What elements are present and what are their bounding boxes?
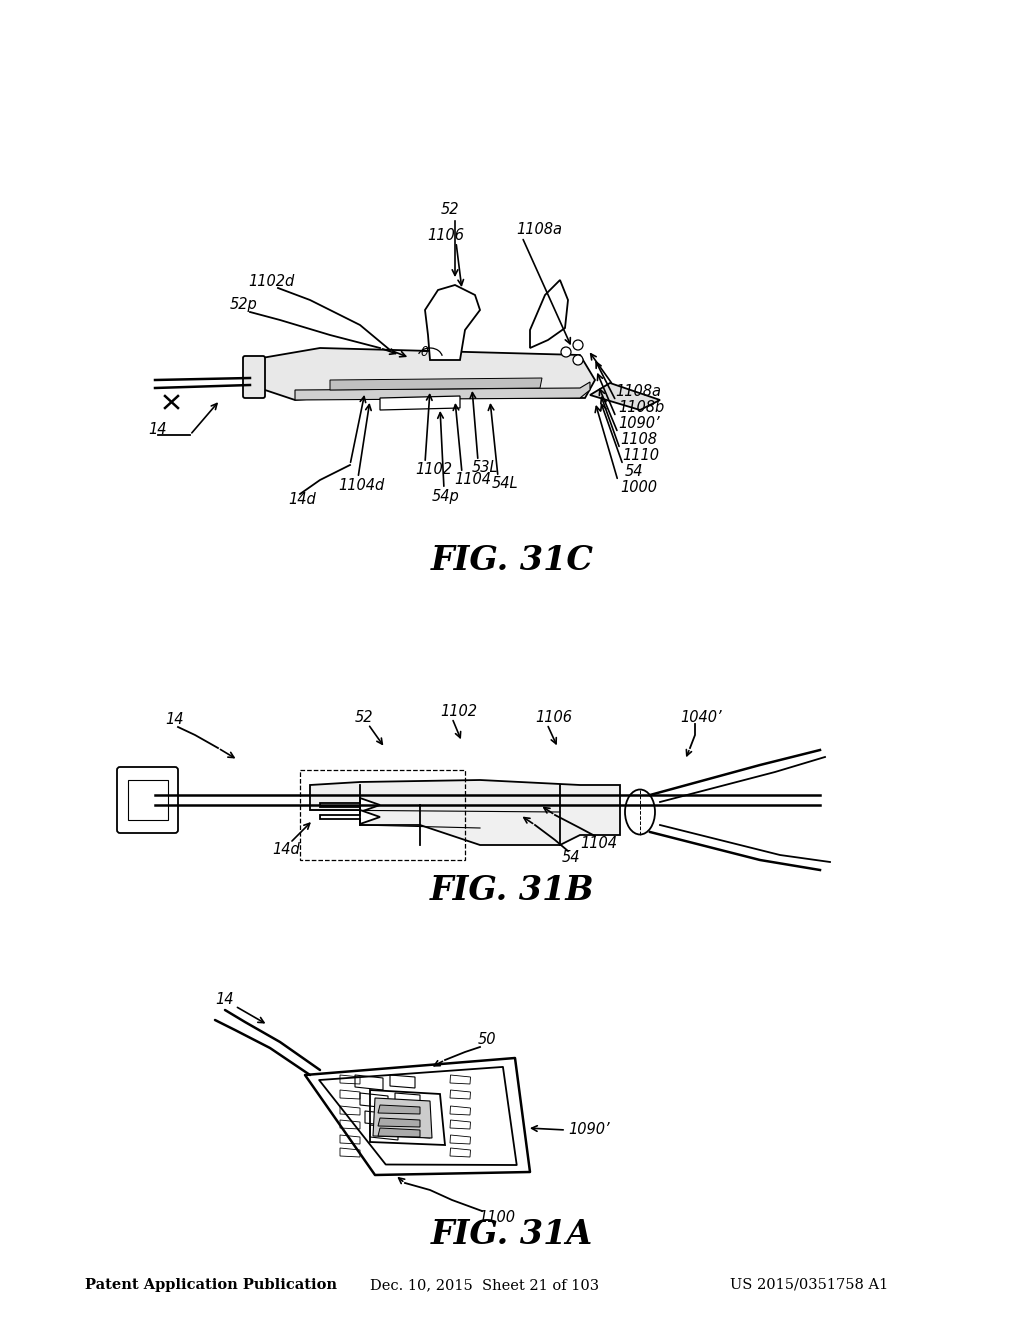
Text: 1040’: 1040’	[680, 710, 722, 726]
Text: FIG. 31C: FIG. 31C	[430, 544, 594, 577]
Text: 1104: 1104	[580, 836, 617, 850]
Polygon shape	[378, 1129, 420, 1137]
Polygon shape	[319, 799, 380, 812]
Polygon shape	[330, 378, 542, 389]
Circle shape	[561, 347, 571, 356]
Text: 14: 14	[215, 993, 233, 1007]
Text: 50: 50	[478, 1032, 497, 1048]
Text: 52: 52	[440, 202, 459, 218]
Ellipse shape	[625, 789, 655, 834]
Bar	[300, 770, 465, 861]
Text: 1102: 1102	[440, 705, 477, 719]
Text: $\theta$: $\theta$	[420, 345, 430, 359]
Text: 14d: 14d	[272, 842, 300, 858]
Text: 1108a: 1108a	[615, 384, 662, 400]
Text: 14: 14	[165, 713, 183, 727]
Polygon shape	[319, 810, 380, 824]
Polygon shape	[530, 280, 568, 348]
Text: 1100: 1100	[478, 1210, 515, 1225]
Text: 1106: 1106	[427, 227, 465, 243]
Text: 54L: 54L	[492, 477, 518, 491]
Polygon shape	[380, 396, 460, 411]
Text: 54: 54	[562, 850, 581, 866]
FancyBboxPatch shape	[117, 767, 178, 833]
Polygon shape	[378, 1118, 420, 1127]
Text: FIG. 31A: FIG. 31A	[431, 1218, 593, 1251]
Text: 54p: 54p	[432, 488, 460, 503]
Polygon shape	[590, 383, 660, 411]
Polygon shape	[250, 348, 595, 400]
Text: 1102d: 1102d	[248, 275, 294, 289]
Text: 1000: 1000	[620, 480, 657, 495]
Text: 1102: 1102	[415, 462, 452, 478]
Bar	[128, 780, 168, 820]
Text: 14d: 14d	[288, 492, 315, 507]
Text: 1104: 1104	[454, 473, 490, 487]
FancyBboxPatch shape	[243, 356, 265, 399]
Text: US 2015/0351758 A1: US 2015/0351758 A1	[730, 1278, 888, 1292]
Polygon shape	[373, 1098, 432, 1138]
Polygon shape	[310, 780, 620, 845]
Text: 1110: 1110	[622, 449, 659, 463]
Text: 52p: 52p	[230, 297, 258, 313]
Polygon shape	[425, 285, 480, 360]
Text: 1090’: 1090’	[618, 417, 659, 432]
Text: 1104d: 1104d	[338, 478, 384, 492]
Text: Patent Application Publication: Patent Application Publication	[85, 1278, 337, 1292]
Text: FIG. 31B: FIG. 31B	[430, 874, 594, 907]
Text: 1108a: 1108a	[516, 223, 562, 238]
Text: 53L: 53L	[472, 461, 499, 475]
Polygon shape	[295, 381, 590, 400]
Text: 14: 14	[148, 422, 167, 437]
Polygon shape	[378, 1105, 420, 1114]
Text: 54: 54	[625, 465, 643, 479]
Text: 1108: 1108	[620, 433, 657, 447]
Text: 1106: 1106	[535, 710, 572, 726]
Text: Dec. 10, 2015  Sheet 21 of 103: Dec. 10, 2015 Sheet 21 of 103	[370, 1278, 599, 1292]
Text: 1108b: 1108b	[618, 400, 665, 416]
Text: 1090’: 1090’	[568, 1122, 609, 1138]
Circle shape	[573, 355, 583, 366]
Circle shape	[573, 341, 583, 350]
Text: 52: 52	[355, 710, 374, 726]
